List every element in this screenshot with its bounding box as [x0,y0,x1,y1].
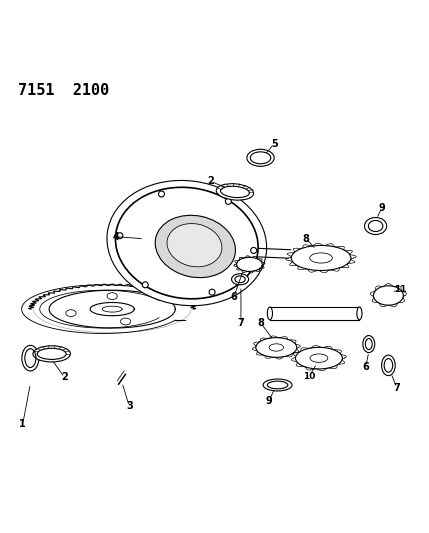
Circle shape [142,282,148,288]
Ellipse shape [267,307,272,320]
Ellipse shape [33,346,70,362]
Text: 9: 9 [379,203,385,213]
Ellipse shape [22,345,39,371]
Ellipse shape [232,274,248,285]
Text: 8: 8 [257,318,264,328]
Ellipse shape [115,187,258,299]
Ellipse shape [155,215,236,278]
Ellipse shape [107,181,266,306]
Ellipse shape [381,355,395,376]
Circle shape [159,191,164,197]
Text: 10: 10 [303,372,315,381]
Text: 9: 9 [266,396,272,406]
Text: 6: 6 [230,292,237,302]
Ellipse shape [247,149,274,166]
Circle shape [225,198,231,204]
Text: 1: 1 [19,419,26,429]
Text: 11: 11 [394,286,406,294]
Text: 8: 8 [303,234,310,244]
Text: 2: 2 [207,176,214,186]
Text: 7: 7 [238,318,244,328]
Text: 7: 7 [393,383,400,393]
Text: 6: 6 [363,362,369,372]
Text: 5: 5 [271,139,278,149]
Ellipse shape [167,223,222,267]
Ellipse shape [374,286,403,305]
Ellipse shape [263,379,292,391]
Ellipse shape [296,348,342,369]
Ellipse shape [291,245,351,271]
Ellipse shape [357,307,362,320]
Ellipse shape [237,257,262,271]
Ellipse shape [365,217,387,235]
Ellipse shape [216,184,254,200]
Circle shape [251,247,257,253]
Text: 7151  2100: 7151 2100 [18,83,110,98]
Ellipse shape [256,338,297,357]
Text: 3: 3 [126,401,133,411]
Text: 2: 2 [61,373,68,382]
Circle shape [117,233,123,239]
Circle shape [209,289,215,295]
Text: 4: 4 [112,232,119,241]
Ellipse shape [363,336,375,353]
